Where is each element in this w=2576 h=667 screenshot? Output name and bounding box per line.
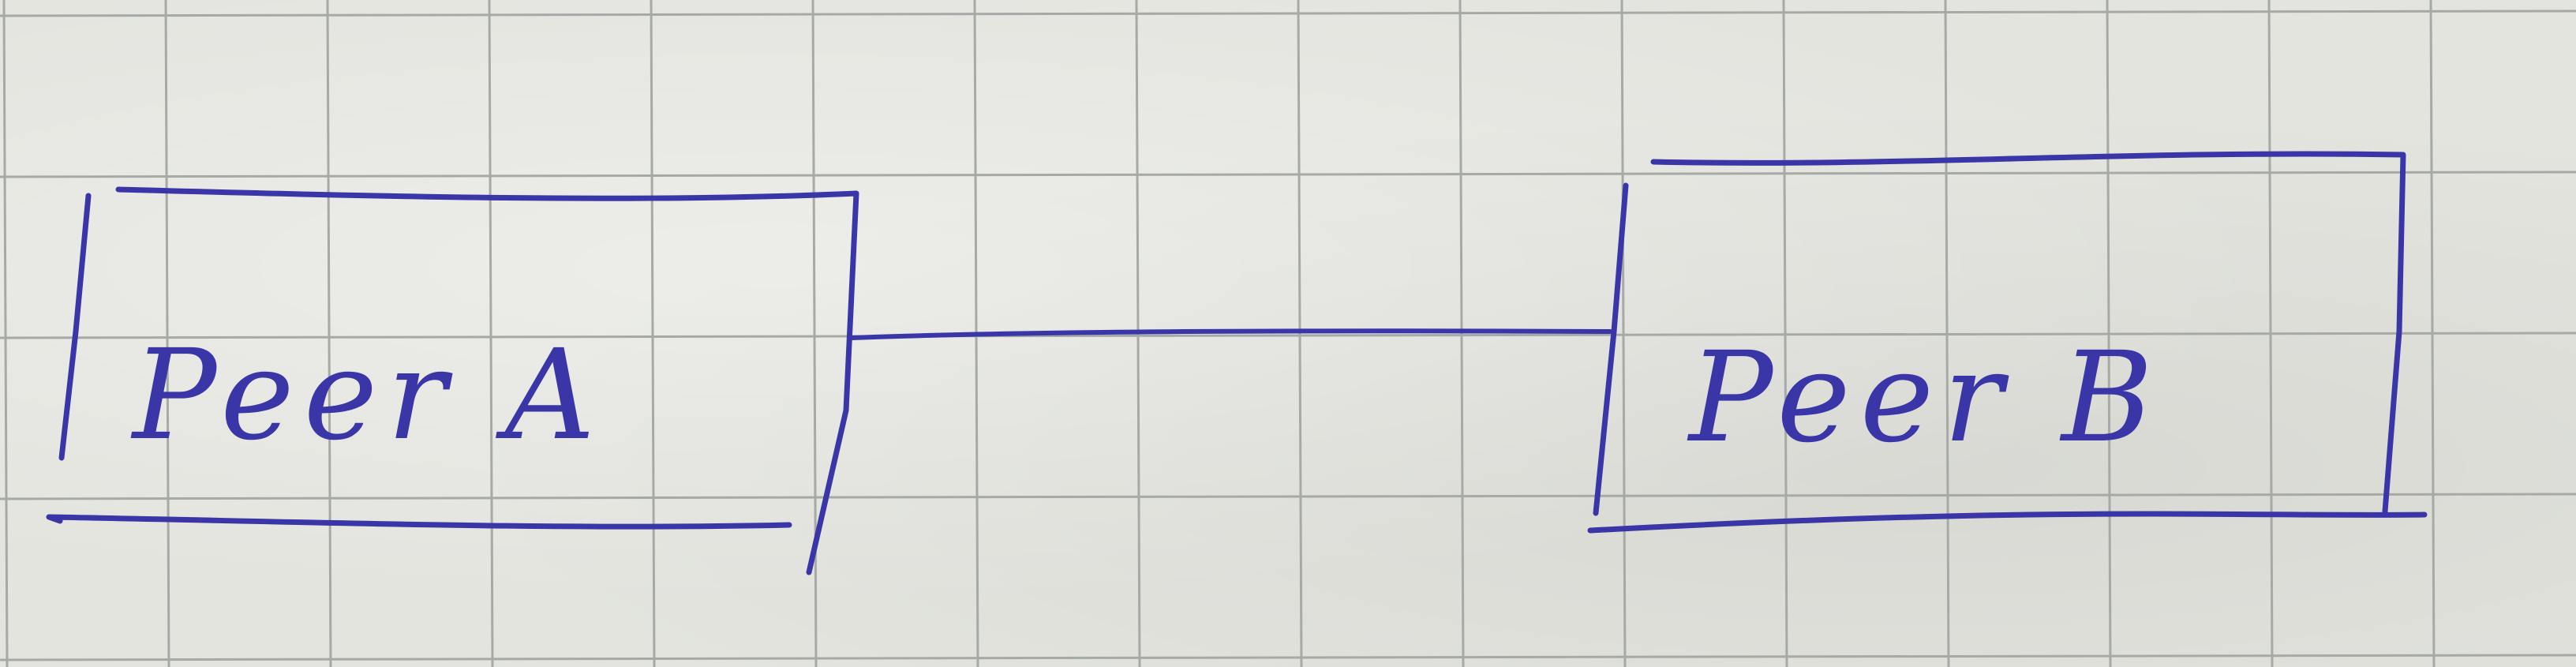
grid-line-vertical <box>1458 0 1465 667</box>
grid-line-vertical <box>488 0 494 667</box>
grid-line-horizontal <box>0 9 2576 17</box>
grid-line-vertical <box>2 0 9 667</box>
grid-line-vertical <box>164 0 170 667</box>
node-peer-b: Peer B <box>1587 151 2428 534</box>
grid-line-horizontal <box>0 170 2576 178</box>
grid-line-vertical <box>1620 0 1627 667</box>
peer-b-box-outline <box>1587 151 2428 534</box>
peer-a-label: Peer A <box>130 323 605 468</box>
grid-line-vertical <box>811 0 818 667</box>
node-peer-a: Peer A <box>46 186 859 575</box>
grid-line-horizontal <box>0 493 2576 500</box>
connection-line <box>848 328 1612 340</box>
grid-line-horizontal <box>0 654 2576 661</box>
grid-line-vertical <box>326 0 332 667</box>
grid-line-horizontal <box>0 332 2576 339</box>
grid-line-vertical <box>650 0 656 667</box>
peer-a-box-outline <box>46 186 859 575</box>
peer-b-label: Peer B <box>1687 325 2162 470</box>
